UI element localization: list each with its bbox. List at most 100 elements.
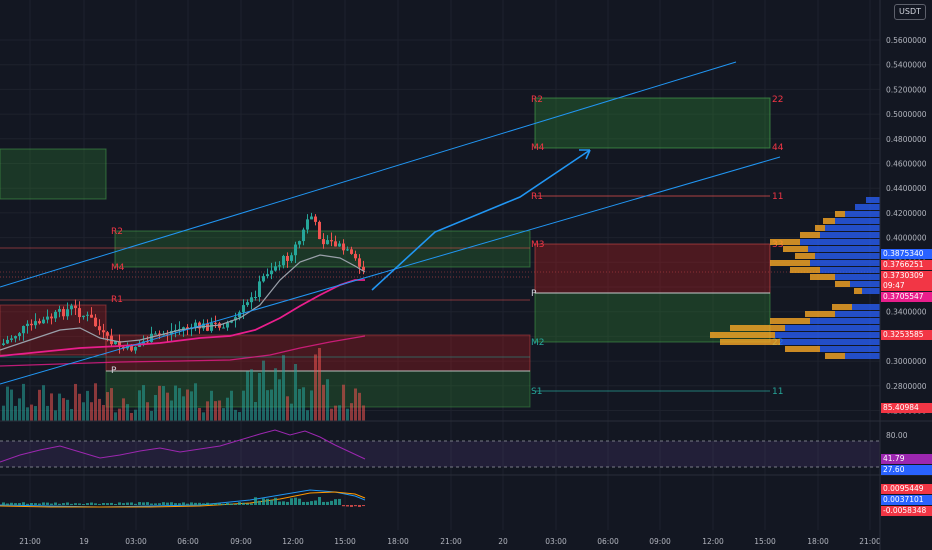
candle-body [294,244,297,256]
pivot-label-p-left: P [111,366,117,376]
macd-hist-bar [218,503,221,505]
macd-hist-bar [206,502,209,505]
pivot-value-m4: 44 [772,143,784,153]
volume-bar [82,402,85,421]
candle-body [338,243,341,247]
macd-hist-bar [310,501,313,505]
time-tick: 12:00 [282,537,304,546]
candle-body [262,276,265,282]
volume-bar [294,363,297,421]
candle-body [90,314,93,318]
volume-bar [246,371,249,421]
volume-bar [30,404,33,421]
candle-body [182,327,185,330]
macd-hist-bar [114,503,117,505]
macd-hist-bar [274,497,277,505]
candle-body [250,297,253,303]
volume-bar [350,403,353,421]
candle-body [310,216,313,220]
candle-body [82,315,85,318]
macd-hist-bar [66,502,69,505]
volume-bar [198,407,201,421]
candle-body [318,221,321,240]
time-axis[interactable]: 21:00 19 03:00 06:00 09:00 12:00 15:00 18:00 21:… [19,537,881,546]
macd-hist-bar [266,498,269,505]
candle-body [2,343,5,345]
candle-body [202,323,205,329]
volume-bar [126,404,129,421]
candle-body [158,333,161,335]
ma-short-line [0,254,366,351]
macd-hist-bar [362,505,365,507]
profile-bar [820,232,880,238]
macd-hist-bar [190,502,193,505]
candle-body [194,322,197,328]
macd-hist-bar [234,503,237,505]
trendline-upper [0,61,737,288]
volume-bar [14,405,17,421]
price-tick: 0.4800000 [886,135,927,144]
time-tick: 12:00 [702,537,724,546]
candle-body [342,243,345,251]
profile-bar [770,260,810,266]
macd-hist-bar [158,503,161,505]
candle-body [330,240,333,242]
profile-bar [820,267,880,273]
volume-bar [42,385,45,421]
macd-hist-bar [26,503,29,505]
macd-hist-bar [86,503,89,505]
candle-body [326,240,329,245]
price-tag-ma: 0.3705547 [881,292,932,302]
pivot-label-r2-left: R2 [111,227,123,237]
macd-hist-bar [98,503,101,505]
volume-bar [118,408,121,421]
macd-hist-bar [50,503,53,505]
volume-bar [166,392,169,421]
trend-channel[interactable] [0,61,781,385]
price-axis[interactable]: 0.5600000 0.5400000 0.5200000 0.5000000 0.48… [886,36,927,416]
volume-bar [134,409,137,421]
candle-body [30,323,33,326]
volume-bar [86,390,89,421]
candle-body [214,322,217,324]
candle-body [58,309,61,312]
volume-bar [2,405,5,421]
macd-hist-bar [118,502,121,505]
macd-hist-bar [178,503,181,505]
candle-body [146,341,149,343]
macd-tag-hist: -0.0058348 [881,506,932,516]
pivot-label-r1-left: R1 [111,295,123,305]
time-tick: 21:00 [19,537,41,546]
volume-bar [306,410,309,421]
candle-body [86,314,89,316]
profile-bar [720,339,780,345]
volume-bar [214,401,217,421]
profile-bar [835,311,880,317]
volume-bar [354,388,357,421]
volume-bar [50,393,53,421]
volume-bar [186,389,189,421]
profile-bar [832,304,852,310]
profile-bar [866,197,880,203]
macd-hist-bar [134,503,137,505]
volume-bar [314,354,317,421]
volume-bar [10,389,13,421]
candle-body [134,346,137,351]
volume-bar [310,390,313,421]
macd-hist-bar [338,498,341,505]
volume-tag: 85.40984 [881,403,932,413]
macd-hist-bar [210,503,213,505]
price-tick: 0.5200000 [886,85,927,94]
currency-selector[interactable]: USDT [894,4,926,20]
time-tick: 15:00 [754,537,776,546]
volume-bar [222,408,225,421]
volume-bar [114,412,117,421]
projection-arrow[interactable] [371,149,591,291]
macd-hist-bar [162,502,165,505]
macd-hist-bar [74,503,77,505]
macd-hist-bar [150,503,153,505]
price-tick: 0.3400000 [886,308,927,317]
candle-body [226,322,229,328]
profile-bar [854,288,862,294]
